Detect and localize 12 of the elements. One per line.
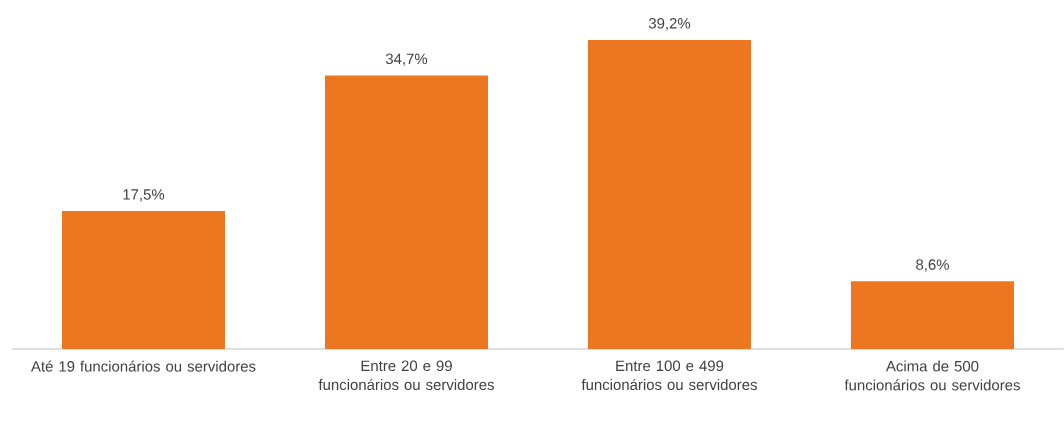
bar bbox=[587, 39, 751, 349]
data-label: 17,5% bbox=[123, 189, 165, 202]
x-tick-label: Entre 100 e 499 funcionários ou servidores bbox=[581, 360, 757, 391]
bar bbox=[324, 75, 488, 349]
bar bbox=[850, 281, 1014, 349]
x-tick-label: Até 19 funcionários ou servidores bbox=[30, 360, 256, 372]
data-label: 39,2% bbox=[648, 18, 691, 31]
bar bbox=[62, 211, 225, 349]
data-label: 34,7% bbox=[385, 53, 428, 66]
x-tick-label: Acima de 500 funcionários ou servidores bbox=[844, 360, 1020, 391]
data-label: 8,6% bbox=[916, 259, 949, 272]
x-tick-label: Entre 20 e 99 funcionários ou servidores bbox=[318, 360, 494, 391]
